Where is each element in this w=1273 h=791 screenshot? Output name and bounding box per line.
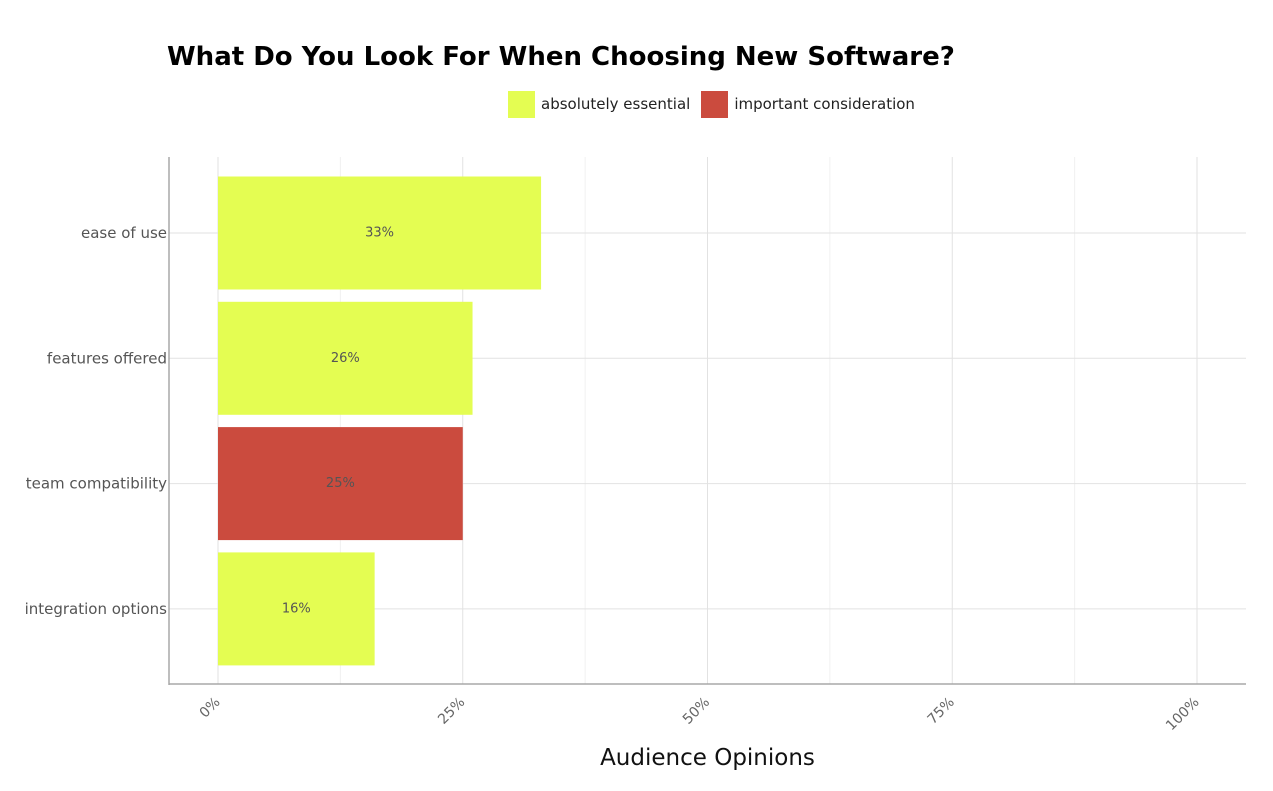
legend-swatch-important-consideration (701, 90, 729, 118)
y-tick-label: features offered (47, 349, 167, 367)
y-tick-label: integration options (25, 600, 168, 618)
x-tick-label: 25% (435, 694, 468, 727)
bar-value-label: 16% (282, 601, 311, 616)
bar-value-label: 33% (365, 226, 394, 241)
y-tick-label: team compatibility (26, 475, 167, 493)
x-tick-label: 75% (925, 694, 958, 727)
bar (218, 427, 463, 541)
legend: absolutely essential important considera… (508, 90, 926, 118)
legend-swatch-absolutely-essential (508, 90, 535, 118)
legend-item-important-consideration: important consideration (701, 90, 915, 118)
legend-item-absolutely-essential: absolutely essential (508, 90, 691, 118)
x-tick-label: 0% (197, 694, 224, 721)
legend-label-absolutely-essential: absolutely essential (541, 95, 691, 113)
x-axis-title: Audience Opinions (600, 745, 815, 771)
bar-value-label: 25% (326, 476, 355, 491)
chart-title: What Do You Look For When Choosing New S… (167, 42, 955, 72)
bar-value-label: 26% (331, 351, 360, 366)
legend-label-important-consideration: important consideration (734, 95, 915, 113)
x-tick-label: 100% (1163, 694, 1203, 734)
bar (218, 552, 375, 666)
x-tick-label: 50% (680, 694, 713, 727)
bar (218, 176, 542, 290)
y-tick-label: ease of use (81, 224, 167, 242)
bar (218, 301, 473, 415)
